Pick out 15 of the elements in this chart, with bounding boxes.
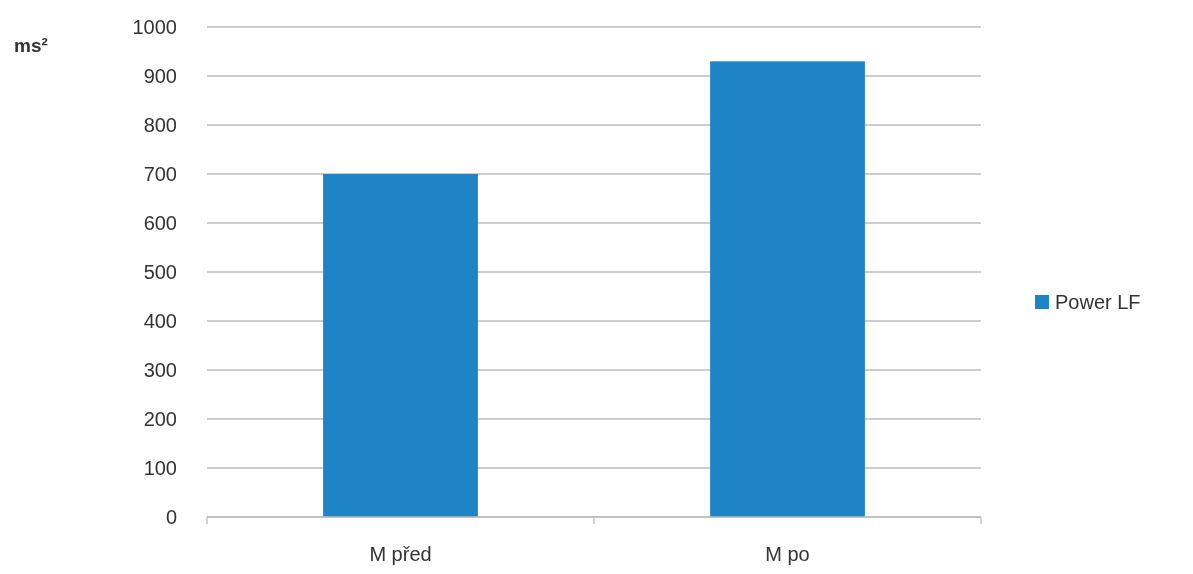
y-tick-label: 800 xyxy=(143,114,177,136)
y-tick-label: 700 xyxy=(143,163,177,185)
y-tick-label: 1000 xyxy=(132,16,177,38)
y-tick-label: 200 xyxy=(143,408,177,430)
y-tick-label: 0 xyxy=(165,506,177,528)
y-tick-label: 600 xyxy=(143,212,177,234)
y-axis-title: ms² xyxy=(14,35,48,56)
y-tick-label: 900 xyxy=(143,65,177,87)
y-tick-label: 100 xyxy=(143,457,177,479)
y-tick-label: 300 xyxy=(143,359,177,381)
legend-label: Power LF xyxy=(1055,291,1141,313)
y-tick-label: 500 xyxy=(143,261,177,283)
x-tick-label: M před xyxy=(369,543,432,565)
x-tick-label: M po xyxy=(765,543,810,565)
y-tick-label: 400 xyxy=(143,310,177,332)
